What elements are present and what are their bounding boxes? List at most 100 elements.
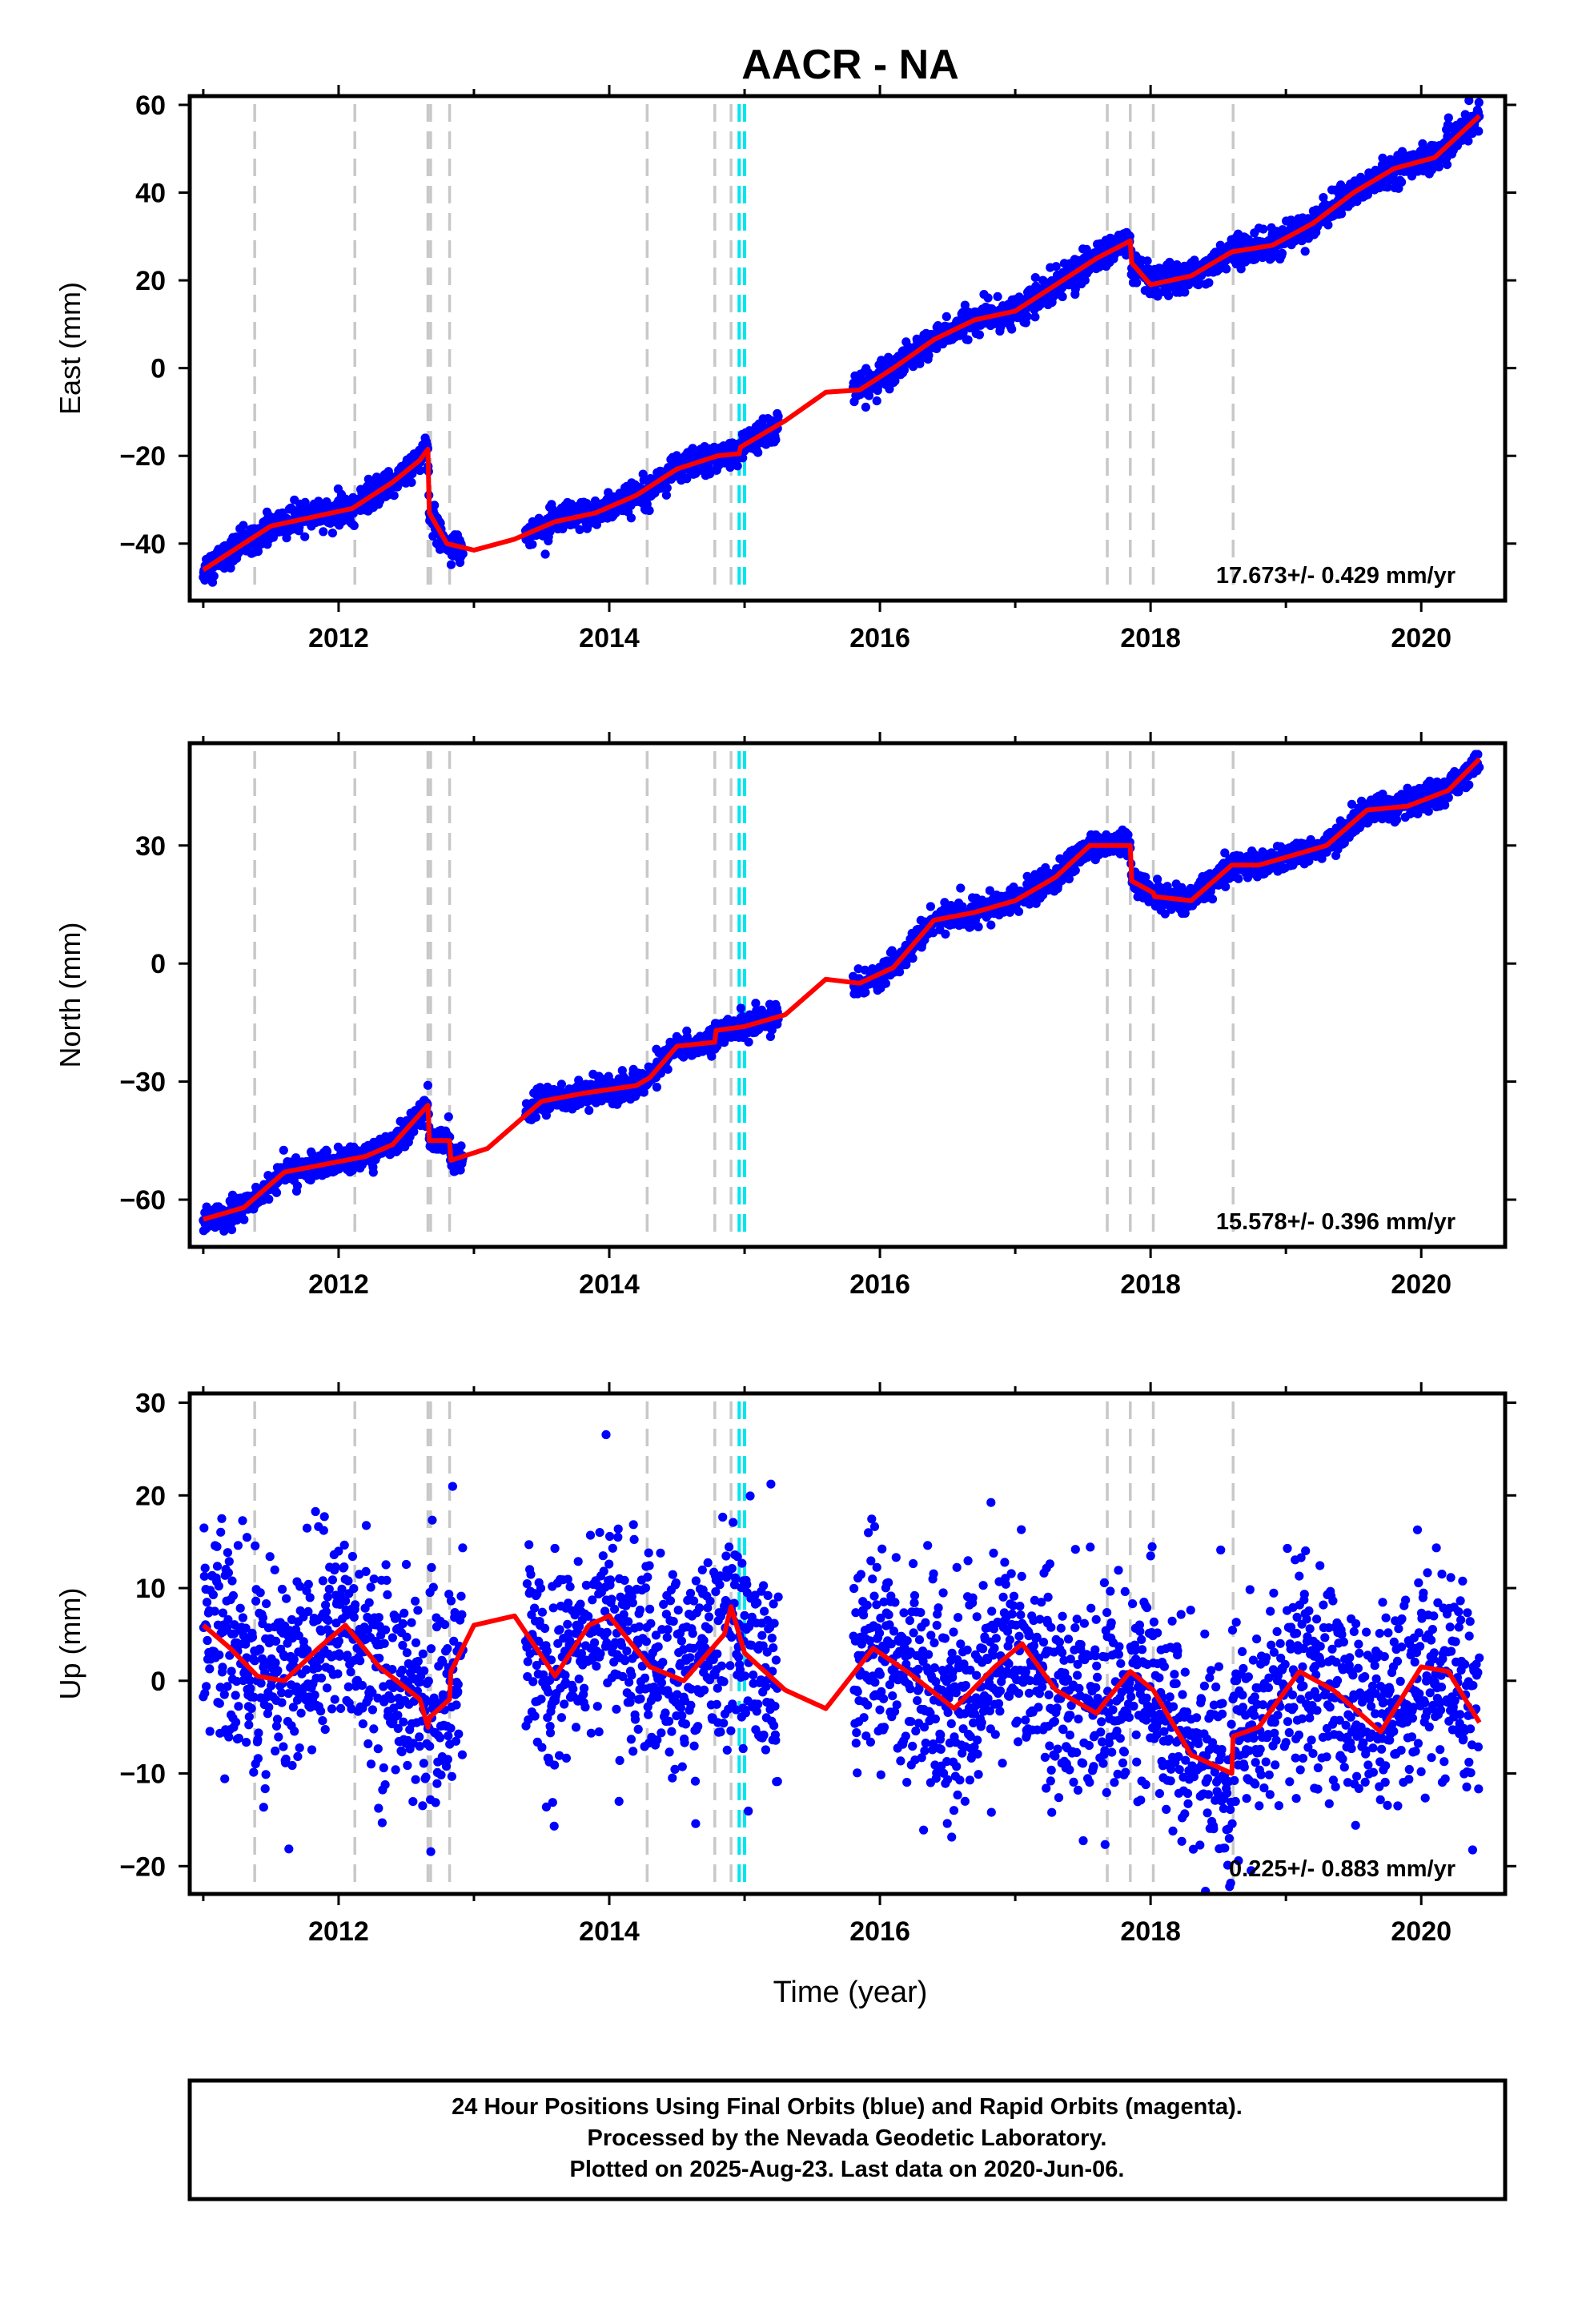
data-point [556,1080,567,1089]
data-point [264,1194,274,1204]
data-point [899,365,909,375]
data-point [960,300,970,310]
data-point [983,293,993,303]
data-point [416,465,425,476]
data-point [407,477,416,488]
data-point [253,546,263,557]
data-point [958,902,967,911]
data-point [1058,292,1067,302]
data-point [1383,183,1392,192]
data-point [1442,160,1452,170]
data-point [705,469,715,479]
data-point [1160,909,1170,919]
data-point [300,532,310,541]
data-point [349,521,359,531]
data-point [1132,278,1142,287]
data-point [1319,193,1328,203]
data-point [1434,162,1443,172]
x-tick-label: 2014 [579,623,640,653]
data-point [926,902,935,911]
data-point [885,384,894,394]
data-point [626,513,636,523]
data-point [1022,312,1032,321]
data-point [1030,312,1040,322]
data-point [1141,872,1150,882]
data-point [974,922,983,931]
y-tick-label: 0 [151,354,166,384]
data-point [368,1168,378,1177]
data-point [531,1112,541,1122]
data-point [652,1082,662,1092]
data-point [985,886,994,895]
data-point [662,483,672,493]
data-point [644,505,654,516]
model-fit-line [202,114,1481,573]
data-point [584,1106,594,1116]
x-tick-label: 2020 [1391,623,1452,653]
data-point [1222,264,1231,274]
data-point [1014,907,1024,916]
data-point [1064,874,1074,884]
data-point [1025,899,1034,909]
data-point [1207,895,1218,904]
data-point [1464,96,1474,106]
data-point [744,1037,753,1047]
x-tick-label: 2016 [849,623,910,653]
data-point [1259,224,1268,234]
data-point [1220,848,1230,858]
data-point [1180,908,1190,918]
data-point [528,540,537,549]
plot-frame [187,94,1508,603]
data-point [733,461,742,471]
data-point [753,448,763,457]
data-point [1397,177,1407,187]
data-point [456,1141,466,1151]
data-point [1142,256,1152,266]
data-point [327,529,337,538]
data-point [881,979,890,988]
data-point [430,501,440,510]
data-point [1234,874,1243,883]
data-point [1474,127,1484,136]
data-point [974,330,984,340]
data-point [575,525,584,535]
data-point [423,1080,433,1090]
data-point [300,497,310,508]
data-point [941,929,950,939]
data-point [1070,284,1080,294]
data-point [1251,255,1260,264]
data-point [1070,866,1080,875]
data-point [771,435,781,444]
y-tick-label: 60 [135,90,166,121]
data-point [908,954,917,963]
data-point [663,1064,673,1074]
x-tick-label: 2018 [1120,623,1181,653]
data-point [347,1165,357,1175]
chart-title: AACR - NA [741,42,959,88]
data-point [1153,875,1162,884]
data-point [279,1145,288,1155]
data-point [239,1215,249,1224]
daily-positions [199,750,1484,1236]
y-tick-label: −40 [119,529,166,560]
data-point [292,1181,303,1191]
data-point [446,560,456,569]
data-point [1300,247,1310,256]
data-point [915,359,925,368]
data-point [1007,324,1017,334]
data-point [282,533,291,543]
data-point [1125,231,1134,241]
data-point [227,1225,237,1235]
data-point [661,490,672,500]
data-point [942,312,951,321]
daily-positions [199,96,1484,587]
data-point [1123,830,1133,839]
data-point [861,402,870,412]
data-point [458,549,468,559]
data-point [853,964,863,974]
data-point [894,967,905,977]
